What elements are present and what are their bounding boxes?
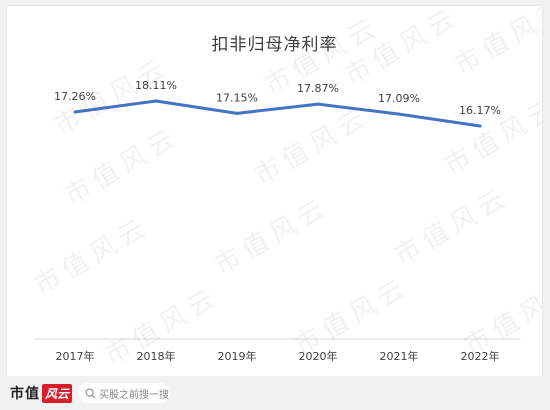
search-box[interactable]: 买股之前搜一搜: [78, 383, 170, 403]
chart-title: 扣非归母净利率: [211, 35, 338, 55]
data-point: [397, 112, 401, 116]
x-tick-label: 2022年: [461, 349, 500, 363]
x-tick-label: 2020年: [299, 349, 338, 363]
x-tick-label: 2019年: [218, 349, 257, 363]
data-label: 18.11%: [135, 79, 177, 92]
x-tick-label: 2021年: [380, 349, 419, 363]
data-point: [478, 124, 482, 128]
series-line: [73, 99, 482, 128]
data-point: [316, 102, 320, 106]
data-label: 17.26%: [54, 90, 96, 103]
line-chart: 17.26% 18.11% 17.15% 17.87% 17.09% 16.17% 2017…: [34, 79, 521, 363]
chart-card: 扣非归母净利率 17.26% 18.11% 17.15% 17.87% 17.09% 16…: [7, 6, 542, 376]
data-label: 16.17%: [459, 104, 501, 117]
search-icon: [85, 387, 96, 399]
data-point: [73, 110, 77, 114]
data-point: [154, 99, 158, 103]
x-tick-label: 2018年: [137, 349, 176, 363]
x-tick-label: 2017年: [56, 349, 95, 363]
data-label: 17.15%: [216, 91, 258, 104]
data-label: 17.87%: [297, 82, 339, 95]
search-placeholder: 买股之前搜一搜: [99, 389, 169, 401]
brand-badge: 风云: [42, 383, 73, 403]
data-point: [235, 111, 239, 115]
brand-name: 市值: [10, 386, 40, 402]
brand-logo[interactable]: 市值 风云: [10, 383, 73, 403]
footer-bar: 市值 风云 买股之前搜一搜: [0, 376, 550, 410]
data-label: 17.09%: [378, 92, 420, 105]
